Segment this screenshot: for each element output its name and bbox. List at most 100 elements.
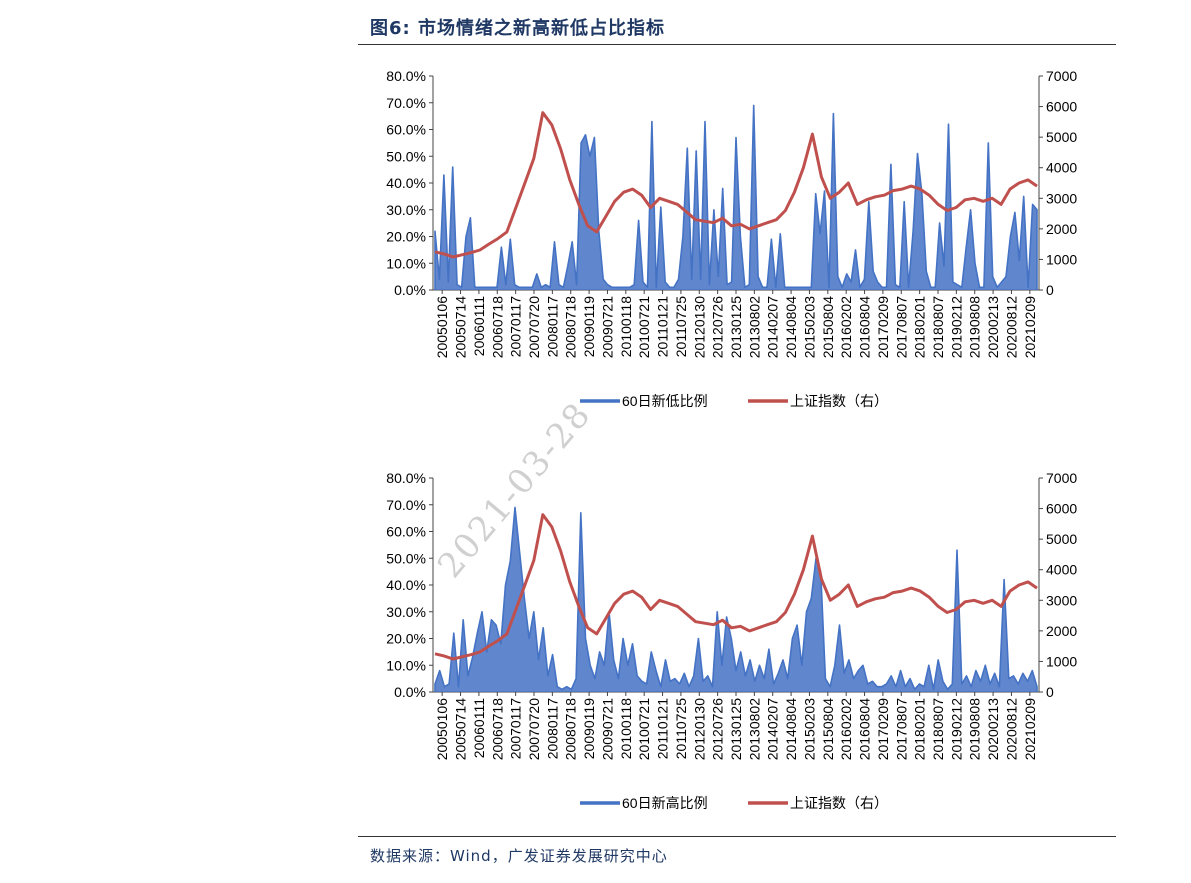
right-tick-label: 3000 — [1046, 190, 1077, 206]
x-tick-label: 20050714 — [453, 296, 469, 359]
x-tick-label: 20100118 — [618, 296, 634, 357]
x-tick-label: 20210209 — [1022, 296, 1038, 359]
x-tick-label: 20130802 — [746, 296, 762, 359]
x-tick-label: 20180807 — [930, 296, 946, 359]
x-tick-label: 20100118 — [618, 698, 634, 759]
x-tick-label: 20200812 — [1003, 296, 1019, 359]
x-tick-label: 20150203 — [801, 296, 817, 359]
x-tick-label: 20180201 — [912, 698, 928, 761]
x-tick-label: 20110121 — [655, 698, 671, 759]
x-tick-label: 20160202 — [838, 296, 854, 359]
x-tick-label: 20050714 — [453, 698, 469, 761]
x-tick-label: 20120130 — [691, 698, 707, 761]
ratio-series-line — [434, 104, 1038, 290]
x-tick-label: 20150804 — [820, 698, 836, 761]
right-tick-label: 0 — [1046, 282, 1054, 298]
x-tick-label: 20070720 — [526, 296, 542, 359]
x-tick-label: 20170209 — [875, 698, 891, 761]
left-tick-label: 70.0% — [386, 95, 426, 111]
x-tick-label: 20190808 — [967, 296, 983, 359]
x-tick-label: 20140207 — [765, 296, 781, 359]
left-tick-label: 80.0% — [386, 68, 426, 84]
x-tick-label: 20170807 — [893, 296, 909, 359]
legend-ratio-label: 60日新低比例 — [622, 393, 708, 409]
x-tick-label: 20170209 — [875, 296, 891, 359]
x-tick-label: 20110121 — [655, 296, 671, 357]
x-tick-label: 20120726 — [710, 296, 726, 359]
left-tick-label: 40.0% — [386, 175, 426, 191]
x-tick-label: 20080718 — [563, 698, 579, 761]
right-tick-label: 2000 — [1046, 221, 1077, 237]
right-tick-label: 2000 — [1046, 623, 1077, 639]
right-tick-label: 0 — [1046, 684, 1054, 700]
x-tick-label: 20070117 — [508, 296, 524, 357]
x-tick-label: 20150203 — [801, 698, 817, 761]
right-tick-label: 7000 — [1046, 470, 1077, 486]
x-tick-label: 20090721 — [599, 296, 615, 359]
x-tick-label: 20190212 — [948, 296, 964, 359]
left-tick-label: 50.0% — [386, 550, 426, 566]
right-tick-label: 1000 — [1046, 653, 1077, 669]
figure-title: 图6: 市场情绪之新高新低占比指标 — [370, 18, 665, 39]
x-tick-label: 20160804 — [857, 698, 873, 761]
left-tick-label: 20.0% — [386, 631, 426, 647]
right-tick-label: 4000 — [1046, 562, 1077, 578]
left-tick-label: 30.0% — [386, 604, 426, 620]
left-tick-label: 10.0% — [386, 657, 426, 673]
source-note: 数据来源：Wind，广发证券发展研究中心 — [370, 847, 668, 865]
x-tick-label: 20070117 — [508, 698, 524, 759]
left-tick-label: 20.0% — [386, 229, 426, 245]
x-tick-label: 20090721 — [599, 698, 615, 761]
x-tick-label: 20190808 — [967, 698, 983, 761]
index-series-line — [434, 111, 1038, 259]
x-tick-label: 20050106 — [434, 698, 450, 761]
x-tick-label: 20080117 — [544, 296, 560, 357]
right-tick-label: 4000 — [1046, 160, 1077, 176]
x-tick-label: 20160202 — [838, 698, 854, 761]
x-tick-label: 20190212 — [948, 698, 964, 761]
right-tick-label: 6000 — [1046, 99, 1077, 115]
right-tick-label: 1000 — [1046, 251, 1077, 267]
new-low-chart: 80.0% 70.0% 60.0% 50.0% 40.0% 30.0% 20.0% 10.0%… — [386, 68, 1077, 409]
x-tick-label: 20090119 — [581, 698, 597, 759]
x-tick-label: 20170807 — [893, 698, 909, 761]
x-tick-label: 20100721 — [636, 698, 652, 761]
x-tick-label: 20080718 — [563, 296, 579, 359]
left-tick-label: 80.0% — [386, 470, 426, 486]
x-tick-label: 20140207 — [765, 698, 781, 761]
x-tick-label: 20180201 — [912, 296, 928, 359]
x-tick-label: 20060111 — [471, 698, 487, 758]
left-tick-label: 40.0% — [386, 577, 426, 593]
left-tick-label: 30.0% — [386, 202, 426, 218]
legend-index-label: 上证指数（右） — [790, 795, 888, 811]
x-tick-label: 20130125 — [728, 698, 744, 761]
bottom-rule — [358, 836, 1116, 837]
x-tick-label: 20180807 — [930, 698, 946, 761]
top-rule — [358, 44, 1116, 45]
left-tick-label: 50.0% — [386, 148, 426, 164]
right-tick-label: 5000 — [1046, 129, 1077, 145]
left-tick-label: 0.0% — [394, 684, 426, 700]
left-tick-label: 70.0% — [386, 497, 426, 513]
x-tick-label: 20200812 — [1003, 698, 1019, 761]
x-tick-label: 20160804 — [857, 296, 873, 359]
right-tick-label: 5000 — [1046, 531, 1077, 547]
x-tick-label: 20140804 — [783, 698, 799, 761]
x-tick-label: 20110725 — [673, 296, 689, 357]
x-tick-label: 20120726 — [710, 698, 726, 761]
new-high-chart: 80.0% 70.0% 60.0% 50.0% 40.0% 30.0% 20.0% 10.0%… — [386, 470, 1077, 811]
x-tick-label: 20140804 — [783, 296, 799, 359]
x-tick-label: 20090119 — [581, 296, 597, 357]
legend-ratio-label: 60日新高比例 — [622, 795, 708, 811]
x-tick-label: 20060718 — [489, 296, 505, 359]
right-tick-label: 7000 — [1046, 68, 1077, 84]
x-tick-label: 20050106 — [434, 296, 450, 359]
x-tick-label: 20100721 — [636, 296, 652, 359]
x-tick-label: 20080117 — [544, 698, 560, 759]
x-tick-label: 20130125 — [728, 296, 744, 359]
x-tick-label: 20120130 — [691, 296, 707, 359]
legend-index-label: 上证指数（右） — [790, 393, 888, 409]
right-tick-label: 6000 — [1046, 501, 1077, 517]
x-tick-label: 20070720 — [526, 698, 542, 761]
x-tick-label: 20200213 — [985, 296, 1001, 359]
